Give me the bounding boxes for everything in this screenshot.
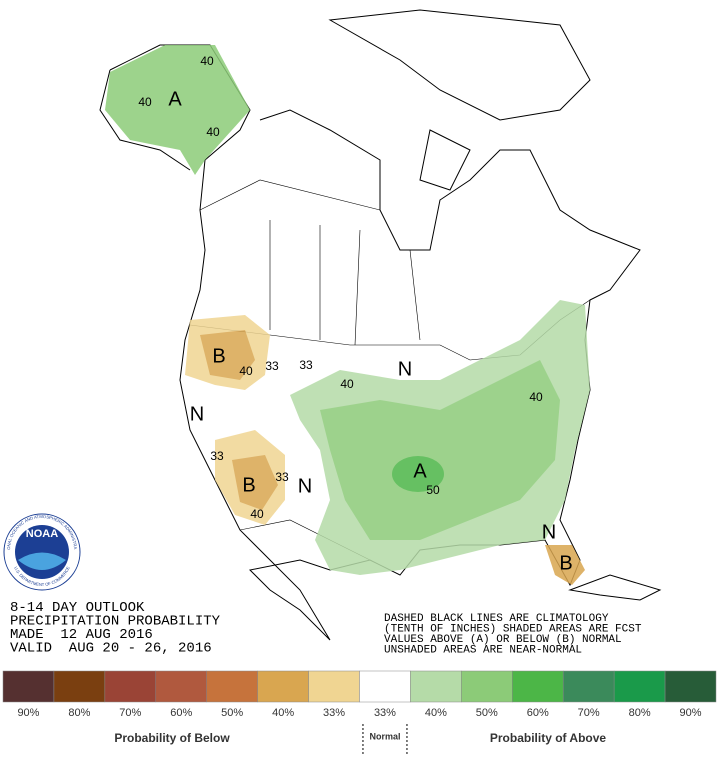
legend-label: 90% — [17, 707, 39, 719]
map-label: 40 — [239, 364, 253, 378]
map-label: 40 — [206, 125, 220, 139]
map-label: 33 — [299, 358, 313, 372]
legend-swatch — [53, 670, 106, 703]
map-label: N — [398, 358, 412, 380]
below-label: Probability of Below — [114, 731, 230, 745]
legend-label: 60% — [170, 707, 192, 719]
outlook-line: MADE 12 AUG 2016 — [10, 627, 153, 643]
map-label: 40 — [340, 377, 354, 391]
legend-label: 70% — [119, 707, 141, 719]
legend-swatch — [512, 670, 564, 703]
shaded-areas — [105, 45, 590, 585]
note-line: DASHED BLACK LINES ARE CLIMATOLOGY — [384, 613, 609, 625]
map-label: 50 — [426, 483, 440, 497]
map-label: A — [413, 460, 427, 482]
legend-label: 40% — [425, 707, 447, 719]
note-line: (TENTH OF INCHES) SHADED AREAS ARE FCST — [384, 624, 642, 636]
legend-swatch — [664, 670, 717, 703]
legend-label: 60% — [527, 707, 549, 719]
map-label: 33 — [210, 449, 224, 463]
legend-swatch — [257, 670, 309, 703]
legend-label: 90% — [680, 707, 702, 719]
outlook-line: PRECIPITATION PROBABILITY — [10, 614, 221, 630]
legend-label: 50% — [221, 707, 243, 719]
map-label: B — [212, 345, 225, 367]
outlook-line: VALID AUG 20 - 26, 2016 — [10, 641, 212, 657]
legend-swatch — [2, 670, 55, 703]
legend-swatch — [461, 670, 513, 703]
map-label: 40 — [529, 390, 543, 404]
logo-name: NOAA — [26, 528, 58, 540]
map-label: 33 — [275, 470, 289, 484]
legend-swatch — [410, 670, 462, 703]
outlook-line: 8-14 DAY OUTLOOK — [10, 600, 145, 616]
map-label: B — [559, 552, 572, 574]
normal-label: Normal — [369, 731, 400, 741]
map-label: B — [242, 474, 255, 496]
legend-label: 33% — [374, 707, 396, 719]
legend-label: 50% — [476, 707, 498, 719]
map-label: N — [298, 475, 312, 497]
map-label: 33 — [265, 359, 279, 373]
legend-swatch — [359, 670, 411, 703]
map-label: N — [542, 521, 556, 543]
above-label: Probability of Above — [490, 731, 607, 745]
map-label: N — [190, 403, 204, 425]
legend-swatch — [308, 670, 360, 703]
legend-swatch — [155, 670, 207, 703]
note-line: VALUES ABOVE (A) OR BELOW (B) NORMAL — [384, 634, 622, 646]
notes-text: DASHED BLACK LINES ARE CLIMATOLOGY(TENTH… — [384, 613, 642, 657]
map-label: 40 — [138, 95, 152, 109]
legend-swatch — [613, 670, 666, 703]
svg-text:NATIONAL OCEANIC AND ATMOSPHER: NATIONAL OCEANIC AND ATMOSPHERIC ADMINIS… — [0, 0, 78, 550]
legend-swatch — [104, 670, 157, 703]
legend-label: 80% — [629, 707, 651, 719]
map-label: 40 — [250, 507, 264, 521]
legend-label: 33% — [323, 707, 345, 719]
legend-label: 40% — [272, 707, 294, 719]
legend: 90% 80% 70% 60% 50% 40% 33% 33% 40% 50% 60% 70% 80% 9… — [2, 670, 717, 754]
note-line: UNSHADED AREAS ARE NEAR-NORMAL — [384, 645, 582, 657]
noaa-logo: NOAA NATIONAL OCEANIC AND ATMOSPHERIC AD… — [0, 0, 81, 591]
legend-label: 80% — [68, 707, 90, 719]
map-label: 40 — [200, 54, 214, 68]
map-label: A — [168, 88, 182, 110]
legend-swatch — [562, 670, 615, 703]
legend-swatch — [206, 670, 258, 703]
logo-ring-top: NATIONAL OCEANIC AND ATMOSPHERIC ADMINIS… — [0, 0, 78, 550]
legend-label: 70% — [578, 707, 600, 719]
